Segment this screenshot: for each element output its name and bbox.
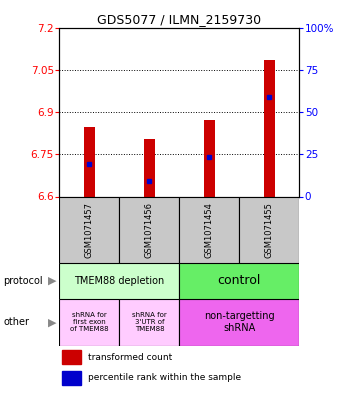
Text: ▶: ▶ bbox=[49, 317, 57, 327]
Text: protocol: protocol bbox=[3, 276, 43, 286]
Bar bbox=[62, 350, 81, 364]
Text: TMEM88 depletion: TMEM88 depletion bbox=[74, 276, 165, 286]
Bar bbox=[180, 263, 299, 299]
Text: shRNA for
3'UTR of
TMEM88: shRNA for 3'UTR of TMEM88 bbox=[132, 312, 167, 332]
Text: GSM1071457: GSM1071457 bbox=[85, 202, 94, 258]
Bar bbox=[84, 127, 95, 196]
Text: percentile rank within the sample: percentile rank within the sample bbox=[88, 373, 241, 382]
Bar bbox=[119, 299, 180, 346]
Text: control: control bbox=[218, 274, 261, 288]
Title: GDS5077 / ILMN_2159730: GDS5077 / ILMN_2159730 bbox=[97, 13, 261, 26]
Text: ▶: ▶ bbox=[49, 276, 57, 286]
Bar bbox=[204, 120, 215, 196]
Bar bbox=[59, 299, 119, 346]
Bar bbox=[264, 60, 275, 196]
Bar bbox=[59, 263, 180, 299]
Text: shRNA for
first exon
of TMEM88: shRNA for first exon of TMEM88 bbox=[70, 312, 109, 332]
Bar bbox=[180, 299, 299, 346]
Text: transformed count: transformed count bbox=[88, 353, 172, 362]
Bar bbox=[180, 196, 239, 263]
Bar bbox=[144, 139, 155, 196]
Text: GSM1071454: GSM1071454 bbox=[205, 202, 214, 258]
Bar bbox=[62, 371, 81, 385]
Bar bbox=[239, 196, 299, 263]
Bar bbox=[59, 196, 119, 263]
Text: non-targetting
shRNA: non-targetting shRNA bbox=[204, 312, 275, 333]
Text: GSM1071455: GSM1071455 bbox=[265, 202, 274, 258]
Text: GSM1071456: GSM1071456 bbox=[145, 202, 154, 258]
Text: other: other bbox=[3, 317, 29, 327]
Bar bbox=[119, 196, 180, 263]
